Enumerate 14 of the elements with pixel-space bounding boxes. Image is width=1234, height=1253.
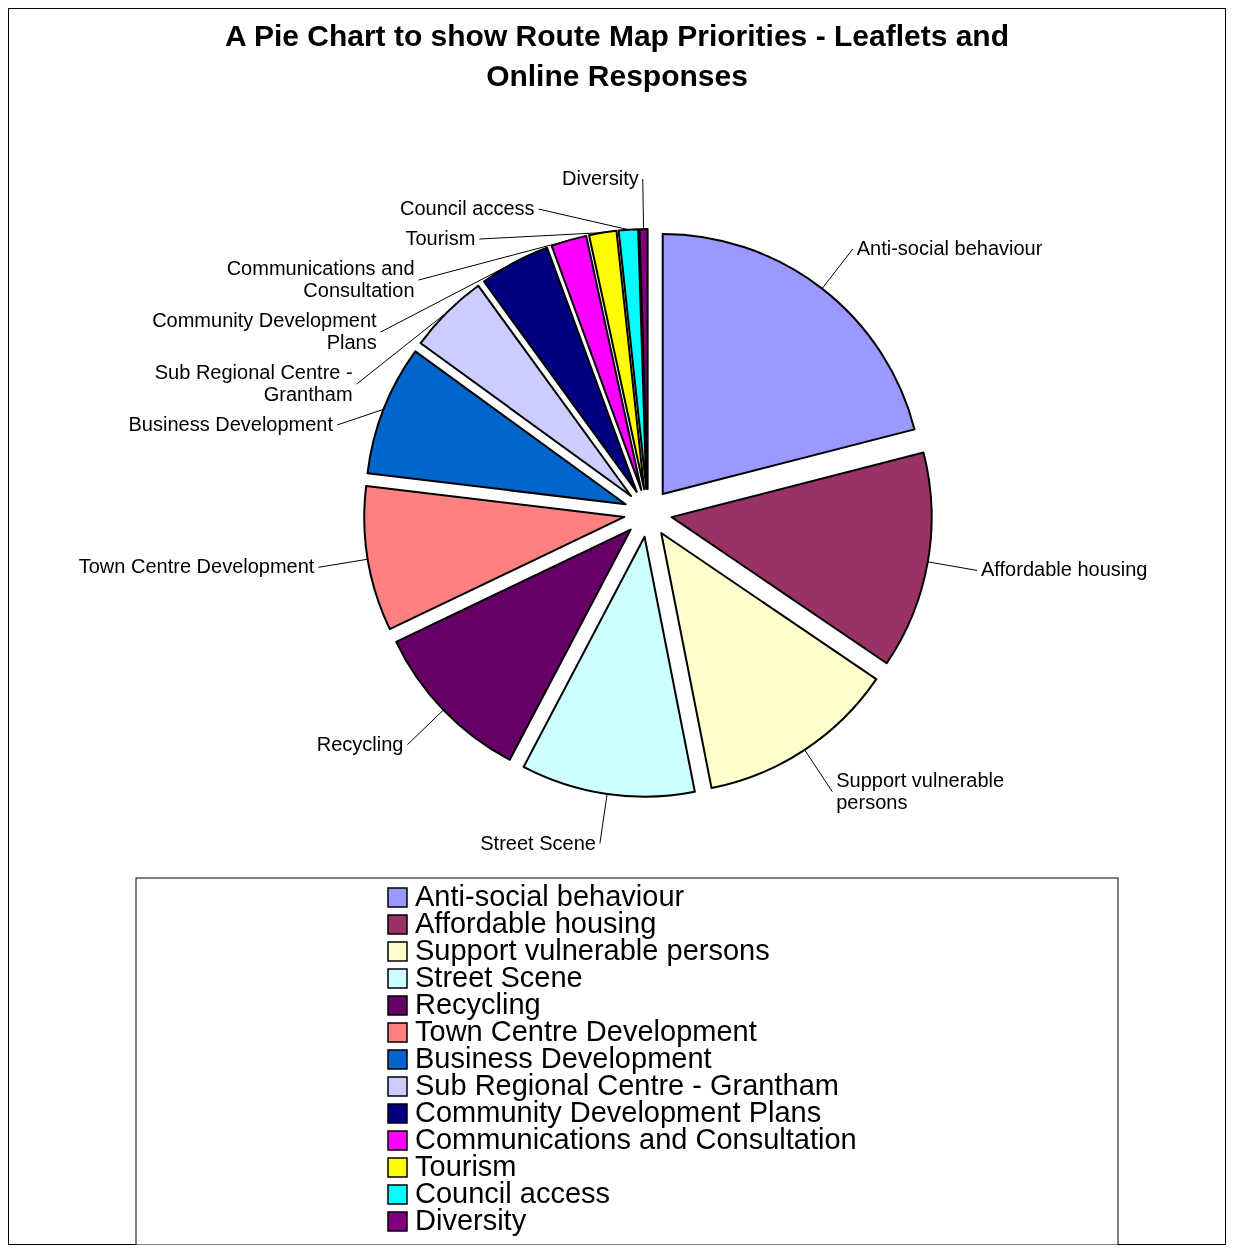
chart-title: A Pie Chart to show Route Map Priorities - Leaflets and Online Responses <box>225 19 1009 92</box>
slice-label: Communications and Consultation <box>226 257 415 302</box>
slice-label: Sub Regional Centre - Grantham <box>154 361 353 406</box>
slice-label: Anti-social behaviour <box>856 237 1043 260</box>
slice-label: Street Scene <box>480 831 596 854</box>
slice-label: Community Development Plans <box>152 309 378 354</box>
slice-label: Affordable housing <box>981 558 1148 581</box>
slice-label: Business Development <box>128 413 334 436</box>
slice-label: Diversity <box>562 167 639 190</box>
slice-label: Support vulnerable persons <box>836 768 1005 813</box>
slice-label: Council access <box>400 197 535 220</box>
slice-label: Tourism <box>405 227 476 250</box>
slice-label: Town Centre Development <box>78 555 315 578</box>
slice-label: Recycling <box>316 732 404 755</box>
